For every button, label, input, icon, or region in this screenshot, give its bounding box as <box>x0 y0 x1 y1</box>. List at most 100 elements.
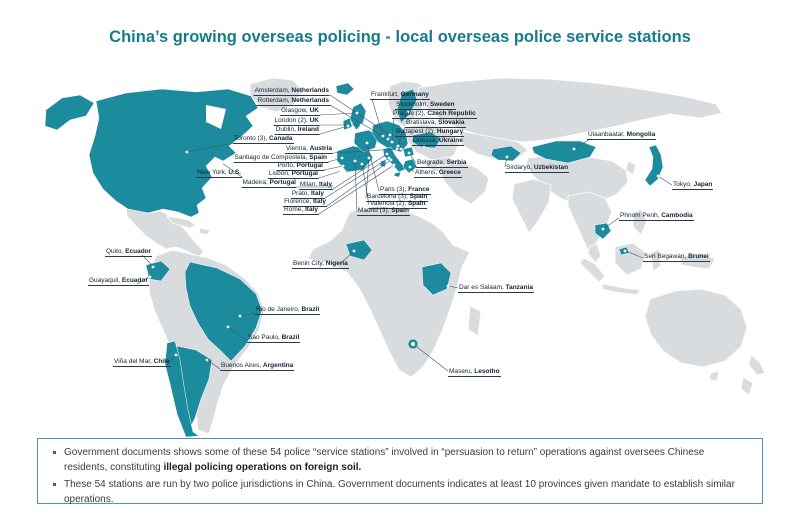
station-dot <box>572 147 576 151</box>
station-dot <box>220 161 224 165</box>
station-label: Dar es Salaam, Tanzania <box>458 284 534 294</box>
station-city: Bratislava, <box>406 119 439 126</box>
leader-line <box>332 148 398 154</box>
land-cuba <box>166 215 197 229</box>
station-city: Amsterdam, <box>254 87 292 94</box>
station-country: Ecuador <box>125 248 152 255</box>
land-greenland <box>249 77 304 113</box>
station-label: New York, U.S. <box>196 169 242 179</box>
station-label: Odessa, Ukraine <box>412 137 464 147</box>
station-dot <box>388 133 392 137</box>
land-java <box>601 283 641 296</box>
station-label: Dublin, Ireland <box>274 126 320 136</box>
country-ukraine <box>411 131 442 149</box>
land-africa <box>307 205 471 378</box>
station-city: Madeira, <box>242 179 270 186</box>
station-city: Maseru, <box>449 368 475 375</box>
station-label: Maseru, Lesotho <box>448 368 501 378</box>
station-dot <box>623 249 627 253</box>
leader-line <box>657 175 673 186</box>
country-uk <box>349 102 367 131</box>
station-label: Rotterdam, Netherlands <box>256 97 330 107</box>
country-sicily <box>393 171 402 178</box>
station-dot <box>392 163 396 167</box>
leader-line <box>136 275 151 285</box>
country-cambodia <box>594 222 612 240</box>
station-city: Prato, <box>291 190 311 197</box>
station-city: Phnom Penh, <box>620 212 662 219</box>
station-country: Hungary <box>436 128 464 135</box>
leader-line <box>323 165 344 171</box>
country-chile <box>164 340 200 438</box>
leader-line <box>366 142 380 192</box>
station-city: Barcelona (3), <box>367 193 410 200</box>
station-dot <box>446 284 450 288</box>
station-label: Belgrade, Serbia <box>416 159 468 169</box>
station-dot <box>601 227 605 231</box>
page-title: China’s growing overseas policing - loca… <box>109 28 691 46</box>
station-label: Bratislava, Slovakia <box>405 119 466 129</box>
leader-line <box>319 112 358 116</box>
station-city: Tokyo, <box>673 181 694 188</box>
station-city: Milan, <box>299 181 319 188</box>
land-hispaniola <box>198 227 211 236</box>
station-country: Czech Republic <box>427 110 476 117</box>
station-label: Milan, Italy <box>298 181 333 191</box>
station-country: Italy <box>304 206 318 213</box>
leader-line <box>221 162 243 178</box>
station-city: Dar es Salaam, <box>459 284 506 291</box>
land-new-zealand-south <box>740 376 754 396</box>
leader-line <box>329 104 389 140</box>
station-city: Vienna, <box>285 145 310 152</box>
station-country: Sweden <box>429 101 455 108</box>
leader-lines-and-dots <box>136 94 673 372</box>
footer-note-box: Government documents shows some of these… <box>37 438 763 505</box>
station-city: Toronto (3), <box>234 135 270 142</box>
leader-line <box>206 359 221 370</box>
station-country: Spain <box>409 193 428 200</box>
station-country: Japan <box>693 181 713 188</box>
land-mexico-central-america <box>125 206 205 258</box>
station-country: Spain <box>391 207 409 214</box>
land-korea <box>625 160 637 176</box>
country-japan <box>644 144 664 187</box>
station-label: Prague (2), Czech Republic <box>392 110 477 120</box>
station-dot <box>148 275 152 279</box>
station-label: Santiago de Compostela, Spain <box>233 154 328 164</box>
land-madagascar <box>467 305 482 337</box>
station-label: Frankfurt, Germany <box>370 91 430 101</box>
country-sardinia <box>379 159 387 168</box>
station-dot <box>381 134 385 138</box>
country-ireland <box>342 117 353 131</box>
station-country: Ireland <box>297 126 319 133</box>
land-borneo <box>614 242 647 276</box>
station-city: Buenos Aires, <box>221 362 263 369</box>
station-dot <box>359 123 363 127</box>
station-label: Tokyo, Japan <box>672 181 714 191</box>
leader-line <box>361 163 370 206</box>
leader-line <box>602 217 620 230</box>
land-malay-peninsula <box>587 243 602 264</box>
leader-line <box>166 354 177 366</box>
station-country: Tanzania <box>505 284 533 291</box>
land-australia <box>644 288 748 368</box>
station-dot <box>389 158 393 162</box>
station-country: Argentina <box>262 362 294 369</box>
station-city: Prague (2), <box>393 110 428 117</box>
station-country: Cambodia <box>661 212 693 219</box>
station-country: Netherlands <box>291 97 329 104</box>
station-dot <box>408 165 412 169</box>
station-dot <box>367 156 371 160</box>
country-alaska-us <box>44 94 95 131</box>
station-city: Rome, <box>284 206 305 213</box>
station-country: Lesotho <box>474 368 500 375</box>
station-country: Spain <box>407 200 426 207</box>
station-city: Rio de Janeiro, <box>256 306 302 313</box>
station-dot <box>339 169 343 173</box>
country-france <box>353 129 379 153</box>
station-country: Italy <box>312 198 326 205</box>
station-label: Stockholm, Sweden <box>395 101 456 111</box>
footer-bullet: Government documents shows some of these… <box>52 446 748 475</box>
station-city: Florence, <box>284 198 313 205</box>
station-country: Spain <box>309 154 327 161</box>
